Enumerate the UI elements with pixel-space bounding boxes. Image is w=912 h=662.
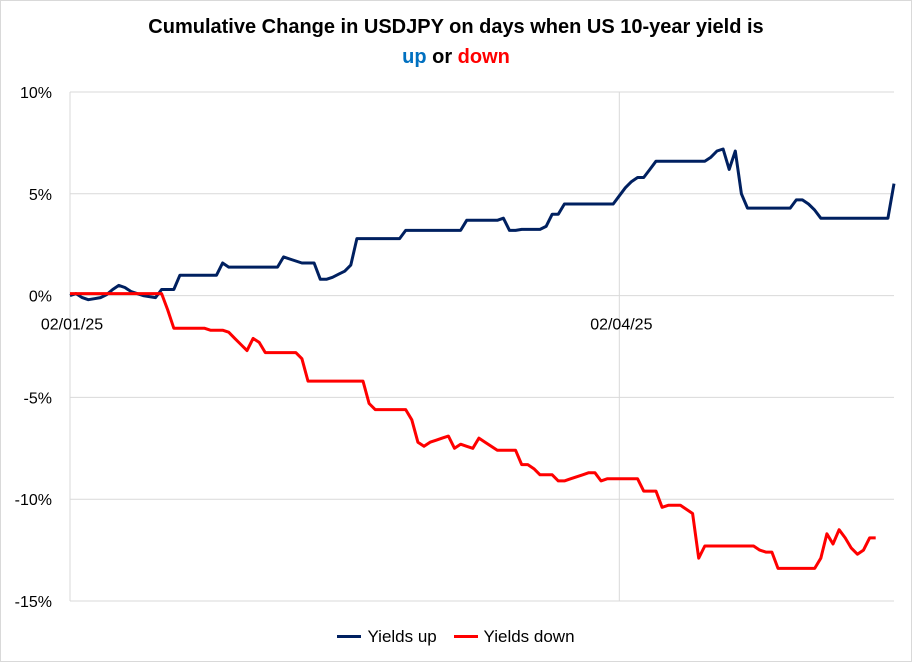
legend: Yields up Yields down [0,623,912,647]
y-axis-ticks: 10% 5% 0% -5% -10% -15% [15,85,52,611]
x-tick-label: 02/04/25 [590,317,652,334]
legend-item-yields-up: Yields up [337,626,437,647]
title-down-word: down [457,46,510,68]
series-line-yields-down [70,292,876,570]
gridlines [69,91,894,602]
y-tick-label: -15% [15,594,52,611]
y-tick-label: 0% [29,289,52,306]
legend-label-yields-down: Yields down [483,626,575,646]
y-tick-label: 10% [20,85,52,102]
x-tick-label: 02/01/25 [41,317,103,334]
legend-swatch-yields-down [453,635,478,638]
legend-label-yields-up: Yields up [367,626,437,646]
y-tick-label: 5% [29,187,52,204]
series-layer [69,147,896,570]
title-up-word: up [402,46,427,68]
title-line-2: up or down [0,42,912,72]
series-line-yields-up [69,147,896,302]
title-line-1: Cumulative Change in USDJPY on days when… [148,16,764,38]
y-tick-label: -10% [15,492,52,509]
legend-item-yields-down: Yields down [453,626,575,647]
legend-swatch-yields-up [337,635,362,638]
chart-title: Cumulative Change in USDJPY on days when… [0,12,912,72]
x-axis-ticks: 02/01/25 02/04/25 [41,317,653,334]
title-or-word: or [432,46,453,68]
y-tick-label: -5% [24,390,52,407]
